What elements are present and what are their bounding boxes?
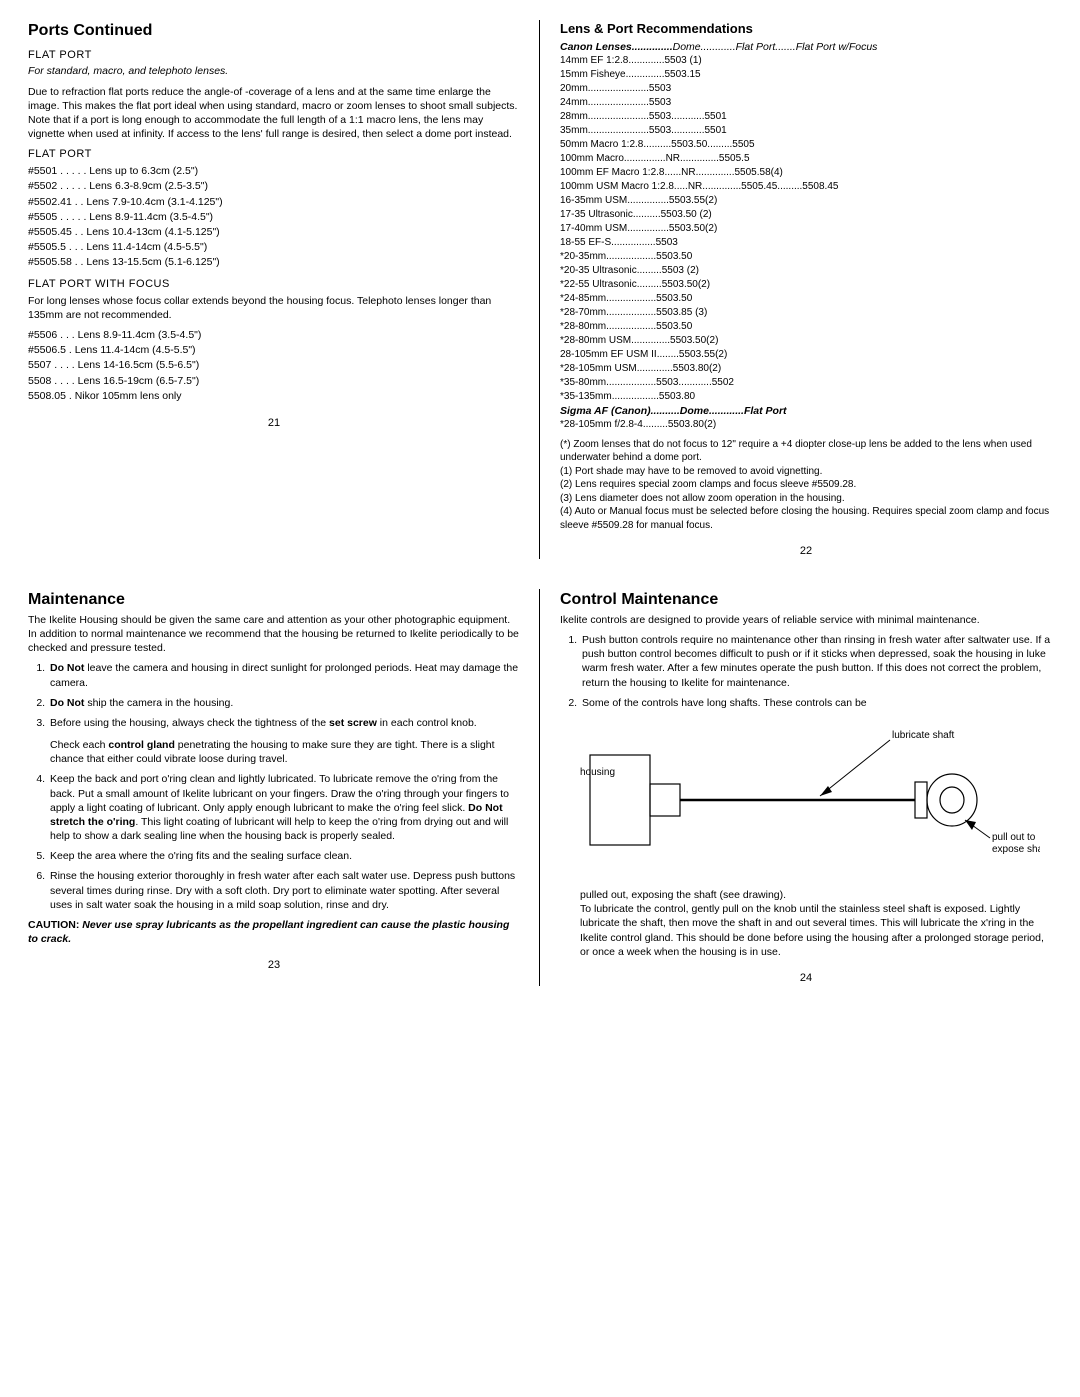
shaft-diagram: housing lubricate shaft pull out to expo… <box>560 720 1052 874</box>
table-row: 14mm EF 1:2.8.............5503 (1) <box>560 54 1052 68</box>
table-row: *20-35mm..................5503.50 <box>560 250 1052 264</box>
table-row: *28-80mm..................5503.50 <box>560 320 1052 334</box>
recommendations-table: 14mm EF 1:2.8.............5503 (1)15mm F… <box>560 54 1052 404</box>
page-24: Control Maintenance Ikelite controls are… <box>560 589 1052 986</box>
column-divider <box>539 20 540 559</box>
page-title: Ports Continued <box>28 20 520 42</box>
footnote: (3) Lens diameter does not allow zoom op… <box>560 492 1052 506</box>
continuation-text: pulled out, exposing the shaft (see draw… <box>580 888 1052 959</box>
list-item: Keep the back and port o'ring clean and … <box>48 772 520 843</box>
flat-port-list: #5501 . . . . . Lens up to 6.3cm (2.5") … <box>28 164 520 271</box>
page-23: Maintenance The Ikelite Housing should b… <box>28 589 520 986</box>
table-row: 28mm......................5503..........… <box>560 110 1052 124</box>
body-text: For long lenses whose focus collar exten… <box>28 294 520 322</box>
table-row: 35mm......................5503..........… <box>560 124 1052 138</box>
sigma-row: *28-105mm f/2.8-4.........5503.80(2) <box>560 418 1052 432</box>
page-number: 21 <box>28 416 520 431</box>
maintenance-list: Do Not leave the camera and housing in d… <box>28 661 520 912</box>
list-item: Before using the housing, always check t… <box>48 716 520 767</box>
page-number: 22 <box>560 544 1052 559</box>
section-heading: FLAT PORT <box>28 147 520 162</box>
list-item: Keep the area where the o'ring fits and … <box>48 849 520 863</box>
table-row: *20-35 Ultrasonic.........5503 (2) <box>560 264 1052 278</box>
page-22: Lens & Port Recommendations Canon Lenses… <box>560 20 1052 559</box>
footnote: (4) Auto or Manual focus must be selecte… <box>560 505 1052 532</box>
svg-text:expose shaft: expose shaft <box>992 844 1040 855</box>
list-item: Rinse the housing exterior thoroughly in… <box>48 869 520 912</box>
list-item: Do Not ship the camera in the housing. <box>48 696 520 710</box>
caution: CAUTION: Never use spray lubricants as t… <box>28 918 520 946</box>
table-row: *28-80mm USM..............5503.50(2) <box>560 334 1052 348</box>
table-row: 100mm Macro...............NR............… <box>560 152 1052 166</box>
footnote: (2) Lens requires special zoom clamps an… <box>560 478 1052 492</box>
table-row: 100mm USM Macro 1:2.8.....NR............… <box>560 180 1052 194</box>
svg-text:pull out to: pull out to <box>992 832 1036 843</box>
table-row: 20mm......................5503 <box>560 82 1052 96</box>
svg-text:housing: housing <box>580 767 615 778</box>
table-row: 18-55 EF-S................5503 <box>560 236 1052 250</box>
page-title: Maintenance <box>28 589 520 611</box>
control-maint-list: Push button controls require no maintena… <box>560 633 1052 710</box>
intro-text: Ikelite controls are designed to provide… <box>560 613 1052 627</box>
table-row: *35-80mm..................5503..........… <box>560 376 1052 390</box>
page-title: Lens & Port Recommendations <box>560 20 1052 38</box>
intro-text: The Ikelite Housing should be given the … <box>28 613 520 656</box>
section-heading: FLAT PORT WITH FOCUS <box>28 277 520 292</box>
table-row: 50mm Macro 1:2.8..........5503.50.......… <box>560 138 1052 152</box>
table-row: *28-70mm..................5503.85 (3) <box>560 306 1052 320</box>
list-item: Some of the controls have long shafts. T… <box>580 696 1052 710</box>
section-subtitle: For standard, macro, and telephoto lense… <box>28 64 520 78</box>
table-row: 15mm Fisheye..............5503.15 <box>560 68 1052 82</box>
table-header: Canon Lenses..............Dome..........… <box>560 40 1052 54</box>
table-row: *28-105mm f/2.8-4.........5503.80(2) <box>560 418 1052 432</box>
page-number: 24 <box>560 971 1052 986</box>
footnote: (*) Zoom lenses that do not focus to 12"… <box>560 438 1052 465</box>
table-row: 24mm......................5503 <box>560 96 1052 110</box>
caution-label: CAUTION: <box>28 919 79 931</box>
svg-text:lubricate shaft: lubricate shaft <box>892 730 954 741</box>
table-row: 17-35 Ultrasonic..........5503.50 (2) <box>560 208 1052 222</box>
table-row: *24-85mm..................5503.50 <box>560 292 1052 306</box>
sigma-header: Sigma AF (Canon)..........Dome..........… <box>560 404 1052 418</box>
focus-port-list: #5506 . . . Lens 8.9-11.4cm (3.5-4.5") #… <box>28 328 520 404</box>
caution-body: Never use spray lubricants as the propel… <box>28 919 509 945</box>
page-21: Ports Continued FLAT PORT For standard, … <box>28 20 520 559</box>
table-row: 16-35mm USM...............5503.55(2) <box>560 194 1052 208</box>
table-row: 28-105mm EF USM II........5503.55(2) <box>560 348 1052 362</box>
list-item: Push button controls require no maintena… <box>580 633 1052 690</box>
table-row: *35-135mm.................5503.80 <box>560 390 1052 404</box>
section-heading: FLAT PORT <box>28 48 520 63</box>
table-row: *28-105mm USM.............5503.80(2) <box>560 362 1052 376</box>
table-row: 17-40mm USM...............5503.50(2) <box>560 222 1052 236</box>
column-divider <box>539 589 540 986</box>
list-item: Do Not leave the camera and housing in d… <box>48 661 520 689</box>
page-title: Control Maintenance <box>560 589 1052 611</box>
page-number: 23 <box>28 958 520 973</box>
table-row: *22-55 Ultrasonic.........5503.50(2) <box>560 278 1052 292</box>
footnotes: (*) Zoom lenses that do not focus to 12"… <box>560 438 1052 533</box>
table-row: 100mm EF Macro 1:2.8......NR............… <box>560 166 1052 180</box>
body-text: Due to refraction flat ports reduce the … <box>28 85 520 142</box>
footnote: (1) Port shade may have to be removed to… <box>560 465 1052 479</box>
